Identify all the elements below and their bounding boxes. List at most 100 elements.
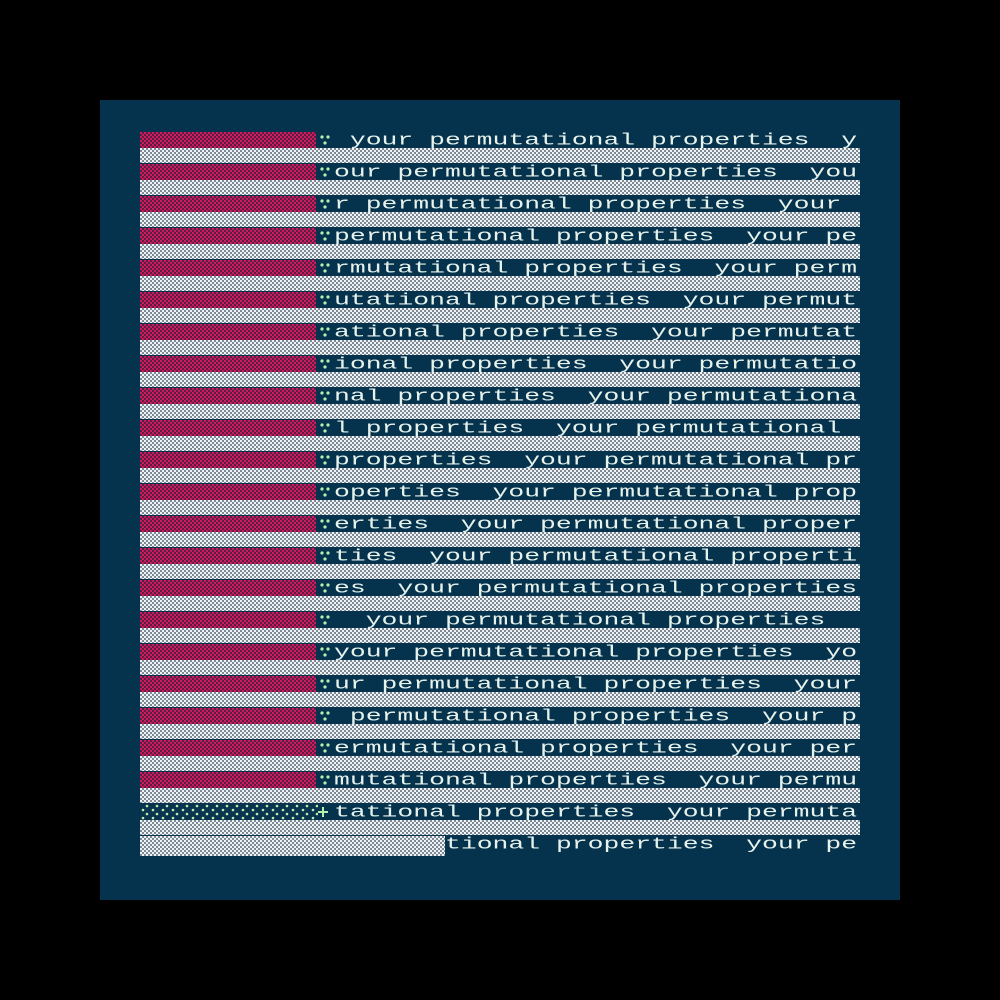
row-text: r permutational properties your bbox=[334, 195, 857, 214]
glyph-dot bbox=[320, 583, 324, 587]
gray-band bbox=[140, 436, 860, 451]
gray-band bbox=[140, 372, 860, 387]
glyph-dot bbox=[323, 173, 327, 177]
red-band bbox=[140, 228, 316, 244]
gray-band bbox=[140, 564, 860, 579]
glyph-dot bbox=[326, 679, 330, 683]
row-text: ermutational properties your per bbox=[334, 739, 857, 758]
glyph-dot bbox=[320, 519, 324, 523]
glyph-dot bbox=[323, 621, 327, 625]
glyph-dot bbox=[320, 167, 324, 171]
glyph-dot bbox=[326, 775, 330, 779]
glyph-dot bbox=[323, 429, 327, 433]
glyph-dot bbox=[323, 301, 327, 305]
row-text: es your permutational properties bbox=[334, 579, 857, 598]
glyph-dot bbox=[320, 551, 324, 555]
glyph-dot bbox=[323, 557, 327, 561]
glyph-dot bbox=[323, 781, 327, 785]
red-band bbox=[140, 644, 316, 660]
red-band bbox=[140, 708, 316, 724]
glyph-dot bbox=[320, 391, 324, 395]
red-band bbox=[140, 260, 316, 276]
row-text: tional properties your pe bbox=[445, 835, 857, 854]
glyph-dot bbox=[320, 359, 324, 363]
glyph-dot bbox=[326, 423, 330, 427]
row-text: ational properties your permutat bbox=[334, 323, 857, 342]
glyph-dot bbox=[326, 647, 330, 651]
row-text: your permutational properties bbox=[334, 611, 857, 630]
red-band bbox=[140, 452, 316, 468]
dot-band bbox=[140, 804, 318, 820]
glyph-dot bbox=[320, 263, 324, 267]
glyph-dot bbox=[326, 135, 330, 139]
glyph-dot bbox=[326, 231, 330, 235]
glyph-dot bbox=[326, 295, 330, 299]
glyph-dot bbox=[323, 589, 327, 593]
glyph-dot bbox=[323, 461, 327, 465]
red-band bbox=[140, 388, 316, 404]
red-band bbox=[140, 324, 316, 340]
glyph-dot bbox=[320, 487, 324, 491]
glyph-dot bbox=[323, 653, 327, 657]
red-band bbox=[140, 292, 316, 308]
row-text: operties your permutational prop bbox=[334, 483, 857, 502]
rows: your permutational properties your permu… bbox=[140, 131, 860, 856]
glyph-dot bbox=[323, 685, 327, 689]
row-text: ties your permutational properti bbox=[334, 547, 857, 566]
glyph-dot bbox=[320, 199, 324, 203]
gray-band bbox=[140, 660, 860, 675]
gray-band bbox=[140, 788, 860, 803]
red-band bbox=[140, 676, 316, 692]
glyph-dot bbox=[326, 615, 330, 619]
glyph-dot bbox=[326, 551, 330, 555]
row-text: utational properties your permut bbox=[334, 291, 857, 310]
row-text: mutational properties your permu bbox=[334, 771, 857, 790]
row-text: your permutational properties y bbox=[334, 131, 857, 150]
red-band bbox=[140, 196, 316, 212]
glyph-dot bbox=[320, 775, 324, 779]
glyph-dot bbox=[320, 135, 324, 139]
glyph-dot bbox=[326, 199, 330, 203]
glyph-dot bbox=[326, 519, 330, 523]
gray-band bbox=[140, 468, 860, 483]
row-text: l properties your permutational bbox=[334, 419, 857, 438]
red-band bbox=[140, 772, 316, 788]
gray-band bbox=[140, 628, 860, 643]
glyph-dot bbox=[320, 295, 324, 299]
glyph-dot bbox=[326, 167, 330, 171]
gray-band bbox=[140, 596, 860, 611]
glyph-dot bbox=[326, 583, 330, 587]
gray-band bbox=[140, 212, 860, 227]
red-band bbox=[140, 356, 316, 372]
gray-band bbox=[140, 724, 860, 739]
gray-band bbox=[140, 532, 860, 547]
red-band bbox=[140, 612, 316, 628]
red-band bbox=[140, 420, 316, 436]
row-text: ur permutational properties your bbox=[334, 675, 857, 694]
row-text: tational properties your permuta bbox=[334, 803, 857, 822]
row-text: nal properties your permutationa bbox=[334, 387, 857, 406]
glyph-dot bbox=[323, 365, 327, 369]
red-band bbox=[140, 516, 316, 532]
glyph-dot bbox=[320, 743, 324, 747]
glyph-dot bbox=[326, 359, 330, 363]
gray-band bbox=[140, 756, 860, 771]
row-text: permutational properties your pe bbox=[334, 227, 857, 246]
glyph-dot bbox=[323, 333, 327, 337]
gray-band bbox=[140, 820, 860, 835]
glyph-dot bbox=[323, 397, 327, 401]
gray-band bbox=[140, 500, 860, 515]
glyph-dot bbox=[323, 237, 327, 241]
glyph-dot bbox=[323, 493, 327, 497]
gray-band bbox=[140, 244, 860, 259]
glyph-dot bbox=[326, 263, 330, 267]
gray-band bbox=[140, 340, 860, 355]
gray-band bbox=[140, 692, 860, 707]
glyph-dot bbox=[323, 749, 327, 753]
glyph-dot bbox=[320, 647, 324, 651]
glyph-dot bbox=[320, 679, 324, 683]
row-text: erties your permutational proper bbox=[334, 515, 857, 534]
gray-band bbox=[140, 180, 860, 195]
row-text: permutational properties your p bbox=[334, 707, 857, 726]
